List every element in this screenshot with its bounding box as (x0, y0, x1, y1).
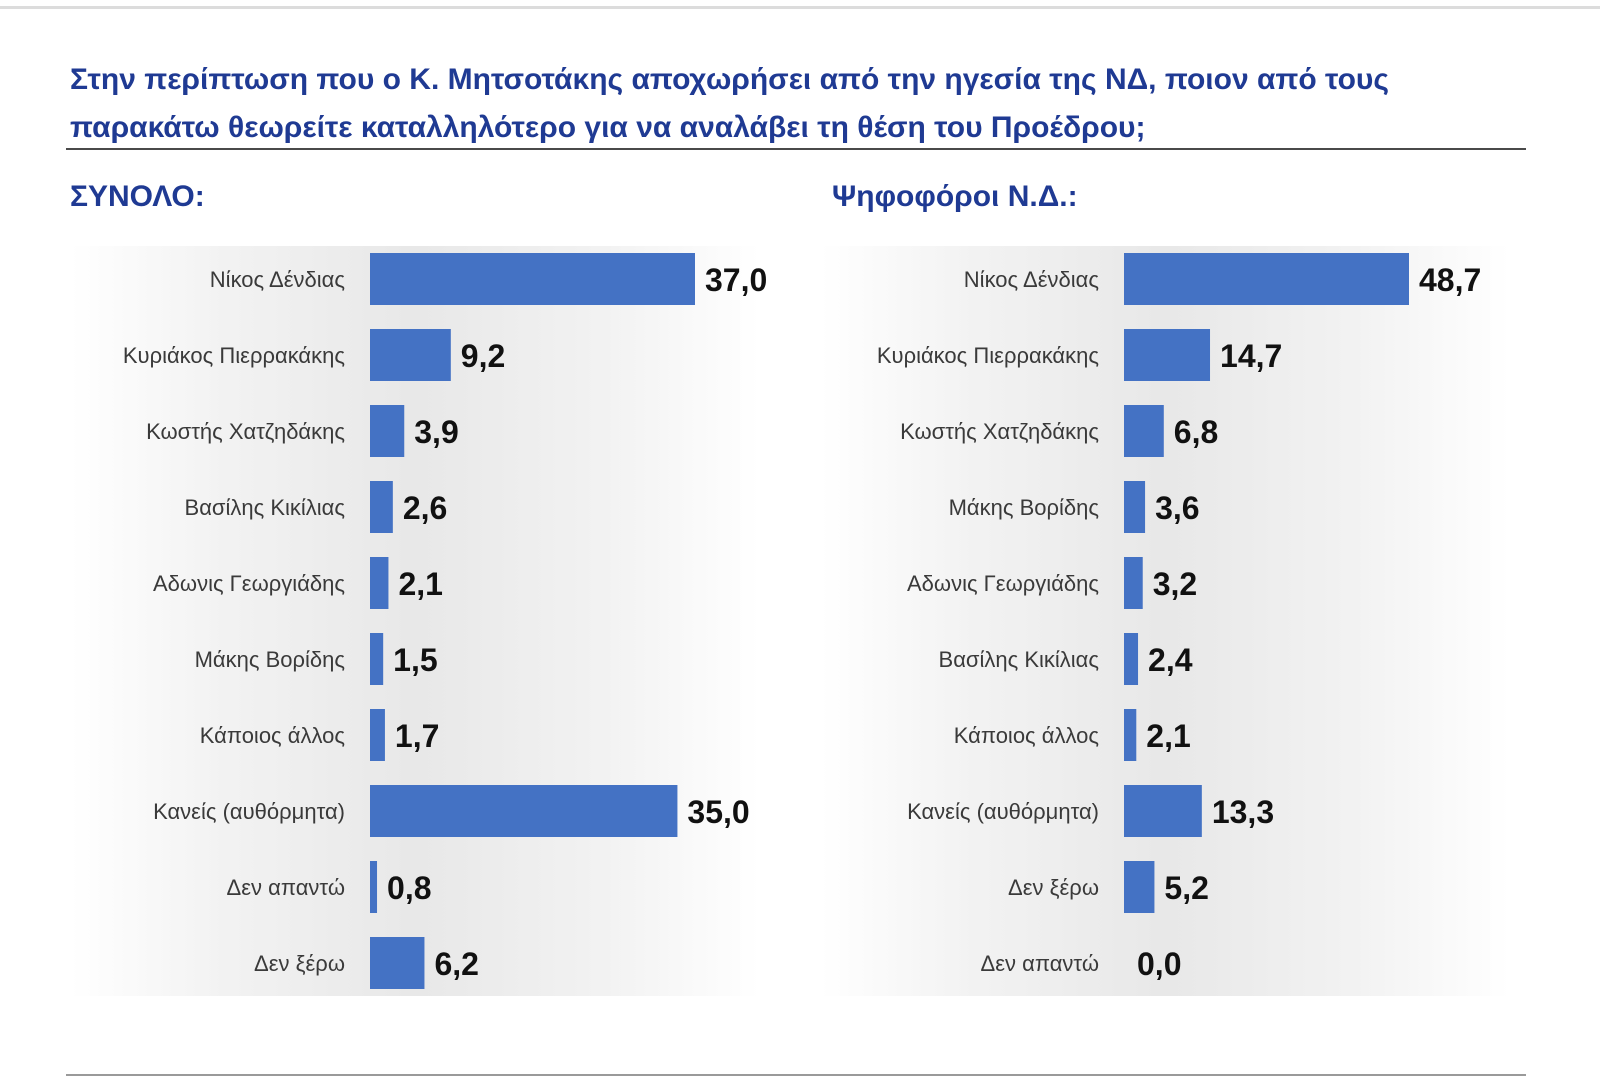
category-label: Κωστής Χατζηδάκης (146, 419, 345, 444)
value-label: 9,2 (461, 338, 505, 374)
value-label: 2,1 (1146, 718, 1190, 754)
category-label: Δεν απαντώ (227, 875, 345, 900)
bar (370, 253, 695, 305)
bar (370, 861, 378, 913)
category-label: Αδωνις Γεωργιάδης (153, 571, 345, 596)
category-label: Μάκης Βορίδης (949, 495, 1099, 520)
category-label: Κάποιος άλλος (200, 723, 345, 748)
category-label: Κυριάκος Πιερρακάκης (877, 343, 1099, 368)
bar (1124, 785, 1202, 837)
bar (1124, 481, 1146, 533)
chart-title-nd-voters: Ψηφοφόροι Ν.Δ.: (832, 180, 1078, 213)
category-label: Βασίλης Κικίλιας (939, 647, 1099, 672)
category-label: Μάκης Βορίδης (195, 647, 345, 672)
bar (370, 937, 425, 989)
value-label: 3,2 (1153, 566, 1197, 602)
category-label: Βασίλης Κικίλιας (185, 495, 345, 520)
bar (1124, 405, 1164, 457)
category-label: Κυριάκος Πιερρακάκης (123, 343, 345, 368)
category-label: Νίκος Δένδιας (964, 267, 1099, 292)
bar (1124, 861, 1155, 913)
bar (1124, 253, 1409, 305)
bar (370, 557, 389, 609)
value-label: 5,2 (1164, 870, 1208, 906)
value-label: 35,0 (687, 794, 749, 830)
category-label: Αδωνις Γεωργιάδης (907, 571, 1099, 596)
value-label: 13,3 (1212, 794, 1274, 830)
bar (370, 405, 405, 457)
category-label: Κανείς (αυθόρμητα) (153, 799, 345, 824)
value-label: 2,6 (403, 490, 447, 526)
category-label: Κανείς (αυθόρμητα) (907, 799, 1099, 824)
category-label: Δεν απαντώ (981, 951, 1099, 976)
category-label: Νίκος Δένδιας (210, 267, 345, 292)
bar (1124, 633, 1139, 685)
bar (370, 481, 393, 533)
page-title: Στην περίπτωση που ο Κ. Μητσοτάκης αποχω… (70, 63, 1389, 144)
category-label: Κάποιος άλλος (954, 723, 1099, 748)
value-label: 0,0 (1137, 946, 1181, 982)
value-label: 2,4 (1148, 642, 1193, 678)
value-label: 2,1 (398, 566, 442, 602)
bar (1124, 709, 1137, 761)
bar (1124, 557, 1143, 609)
value-label: 0,8 (387, 870, 431, 906)
bar (1124, 329, 1211, 381)
value-label: 6,2 (434, 946, 478, 982)
bar-chart-total: Νίκος Δένδιας 37,0 Κυριάκος Πιερρακάκης 9,2… (123, 253, 767, 989)
chart-title-total: ΣΥΝΟΛΟ: (70, 180, 205, 213)
value-label: 3,9 (414, 414, 458, 450)
bar (370, 709, 385, 761)
value-label: 1,5 (393, 642, 437, 678)
bar-chart-nd-voters: Νίκος Δένδιας 48,7 Κυριάκος Πιερρακάκης 14,… (877, 253, 1481, 982)
title-divider (66, 148, 1526, 150)
bottom-divider (66, 1074, 1526, 1076)
value-label: 6,8 (1174, 414, 1218, 450)
category-label: Κωστής Χατζηδάκης (900, 419, 1099, 444)
value-label: 37,0 (705, 262, 767, 298)
top-rule (0, 6, 1600, 9)
value-label: 14,7 (1220, 338, 1282, 374)
category-label: Δεν ξέρω (1008, 875, 1099, 900)
bar (370, 633, 384, 685)
value-label: 1,7 (395, 718, 439, 754)
value-label: 48,7 (1419, 262, 1481, 298)
bar (370, 329, 451, 381)
value-label: 3,6 (1155, 490, 1199, 526)
bar (370, 785, 678, 837)
category-label: Δεν ξέρω (254, 951, 345, 976)
